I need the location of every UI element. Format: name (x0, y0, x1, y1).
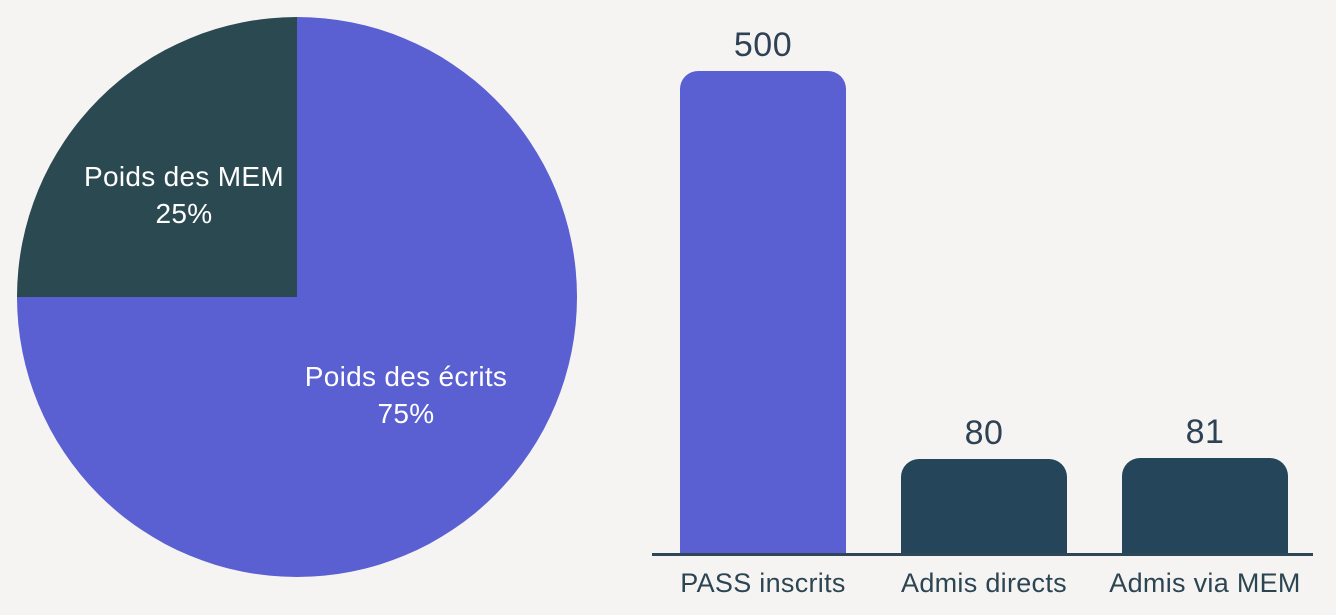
bar-value-admis-via-mem: 81 (1185, 413, 1225, 451)
bar-chart: 500 PASS inscrits 80 Admis directs 81 Admis v… (652, 0, 1313, 615)
x-axis-line (652, 553, 1313, 556)
pie-slice-percent: 75% (377, 398, 435, 429)
bar-pass-inscrits (680, 71, 846, 553)
bar-value-admis-directs: 80 (964, 414, 1004, 452)
bar-category-admis-directs: Admis directs (901, 568, 1067, 598)
pie-chart: Poids des MEM 25% Poids des écrits 75% (17, 17, 577, 577)
pie-slice-name: Poids des MEM (84, 161, 284, 192)
pie-graphic (17, 17, 577, 577)
pie-slice-label-mem: Poids des MEM 25% (84, 158, 284, 232)
bar-admis-directs (901, 459, 1067, 553)
bar-admis-via-mem (1122, 458, 1288, 553)
bar-value-pass-inscrits: 500 (733, 26, 793, 64)
pie-slice-name: Poids des écrits (304, 361, 508, 392)
bar-category-admis-via-mem: Admis via MEM (1109, 568, 1301, 598)
bar-category-pass-inscrits: PASS inscrits (680, 568, 846, 598)
pie-slice-label-ecrits: Poids des écrits 75% (305, 358, 507, 432)
pie-slice-percent: 25% (155, 198, 213, 229)
